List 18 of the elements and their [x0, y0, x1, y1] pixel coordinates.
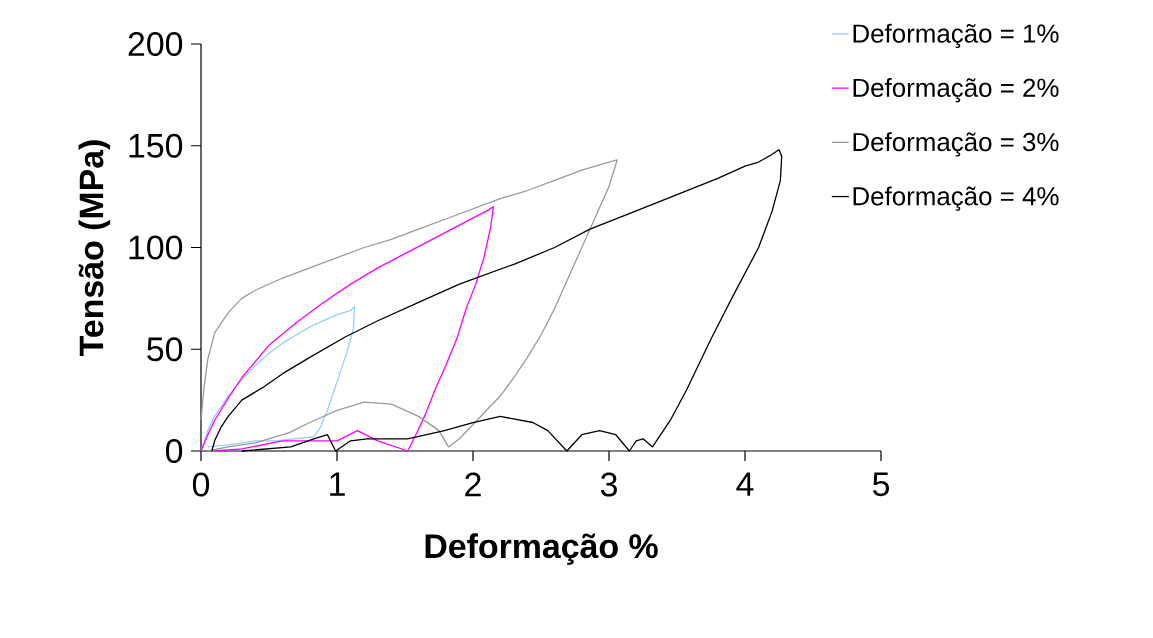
x-tick-label: 0 — [192, 472, 210, 497]
y-tick-label: 200 — [128, 32, 183, 56]
y-tick-label: 50 — [147, 337, 183, 362]
x-tick-label: 4 — [736, 472, 754, 496]
y-tick-label: 150 — [129, 133, 183, 158]
x-tick-label: 2 — [465, 472, 481, 497]
x-axis-title: Deformação % — [425, 533, 658, 565]
y-tick-label: 100 — [129, 235, 183, 260]
y-tick-label: 0 — [165, 439, 183, 463]
line-series — [200, 206, 495, 452]
legend-label: Deformação = 3% — [853, 132, 1059, 157]
legend-label: Deformação = 1% — [853, 23, 1059, 48]
y-axis-title: Tensão (MPa) — [78, 140, 111, 356]
legend-label: Deformação = 4% — [853, 186, 1059, 211]
legend-label: Deformação = 2% — [853, 77, 1059, 103]
x-tick-label: 3 — [600, 472, 617, 497]
x-tick-label: 1 — [330, 472, 345, 496]
x-tick-label: 5 — [872, 472, 890, 497]
